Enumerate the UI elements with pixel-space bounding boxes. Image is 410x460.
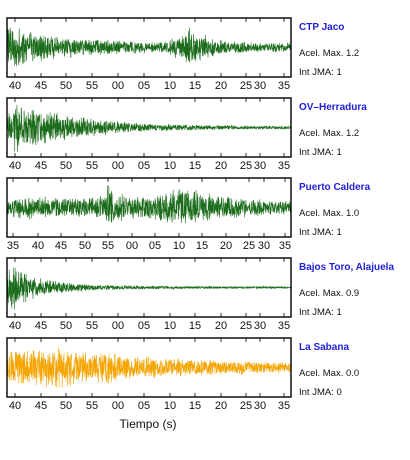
x-tick-label: 10 xyxy=(164,80,176,92)
x-tick-label: 50 xyxy=(60,80,72,92)
x-tick-label: 10 xyxy=(164,400,176,412)
x-tick-label: 35 xyxy=(279,240,291,252)
x-tick-label: 30 xyxy=(254,400,266,412)
x-tick-label: 25 xyxy=(243,240,255,252)
jma-intensity-label: Int JMA: 1 xyxy=(299,67,342,78)
x-tick-label: 40 xyxy=(9,400,21,412)
x-tick-label: 10 xyxy=(164,320,176,332)
x-tick-label: 35 xyxy=(278,80,290,92)
x-tick-label: 35 xyxy=(278,320,290,332)
x-tick-label: 25 xyxy=(240,400,252,412)
max-acceleration-label: Acel. Max. 1.2 xyxy=(299,128,360,139)
x-tick-label: 50 xyxy=(60,160,72,172)
station-name: CTP Jaco xyxy=(299,22,345,33)
panel-1: 40 45 50 55 00 05 10 15 20 25 30 35 xyxy=(6,17,292,92)
jma-intensity-label: Int JMA: 1 xyxy=(299,307,342,318)
waveform-trace xyxy=(6,27,292,66)
panel-frame xyxy=(6,257,292,318)
x-tick-label: 20 xyxy=(220,240,232,252)
x-tick-label: 55 xyxy=(86,80,98,92)
x-tick-label: 45 xyxy=(55,240,67,252)
x-tick-label: 10 xyxy=(164,160,176,172)
jma-intensity-label: Int JMA: 1 xyxy=(299,147,342,158)
x-tick-label: 40 xyxy=(9,320,21,332)
x-tick-label: 35 xyxy=(278,400,290,412)
x-tick-label: 55 xyxy=(86,160,98,172)
x-tick-label: 35 xyxy=(7,240,19,252)
x-tick-label: 55 xyxy=(86,400,98,412)
x-tick-label: 35 xyxy=(278,160,290,172)
station-name: OV–Herradura xyxy=(299,102,367,113)
x-tick-label: 00 xyxy=(112,320,124,332)
station-name: Puerto Caldera xyxy=(299,182,371,193)
max-acceleration-label: Acel. Max. 1.2 xyxy=(299,48,360,59)
x-tick-label: 50 xyxy=(60,400,72,412)
x-tick-label: 00 xyxy=(112,160,124,172)
x-tick-label: 00 xyxy=(112,400,124,412)
x-tick-label: 40 xyxy=(9,160,21,172)
x-tick-label: 20 xyxy=(215,320,227,332)
x-tick-label: 00 xyxy=(112,80,124,92)
x-tick-label: 05 xyxy=(138,80,150,92)
x-tick-label: 15 xyxy=(189,80,201,92)
x-tick-label: 05 xyxy=(138,400,150,412)
waveform-trace xyxy=(6,267,292,310)
x-tick-label: 45 xyxy=(35,160,47,172)
panel-frame xyxy=(6,97,292,158)
x-tick-label: 25 xyxy=(240,160,252,172)
x-tick-label: 05 xyxy=(138,160,150,172)
panel-3: 35 40 45 50 55 00 05 10 15 20 25 30 35 xyxy=(6,177,292,252)
x-tick-label: 30 xyxy=(254,320,266,332)
panel-frame xyxy=(6,337,292,398)
station-name: La Sabana xyxy=(299,342,350,353)
x-tick-label: 15 xyxy=(189,160,201,172)
panel-frame xyxy=(6,17,292,78)
x-tick-label: 10 xyxy=(173,240,185,252)
x-tick-label: 45 xyxy=(35,80,47,92)
panel-4: 40 45 50 55 00 05 10 15 20 25 30 35 xyxy=(6,257,292,332)
x-tick-label: 25 xyxy=(240,80,252,92)
x-tick-label: 30 xyxy=(254,80,266,92)
x-tick-label: 15 xyxy=(196,240,208,252)
x-tick-label: 45 xyxy=(35,400,47,412)
max-acceleration-label: Acel. Max. 0.0 xyxy=(299,368,360,379)
panel-frame xyxy=(6,177,292,238)
x-tick-label: 30 xyxy=(254,160,266,172)
x-tick-label: 55 xyxy=(102,240,114,252)
panel-5: 40 45 50 55 00 05 10 15 20 25 30 35 xyxy=(6,337,292,412)
x-tick-label: 25 xyxy=(240,320,252,332)
jma-intensity-label: Int JMA: 0 xyxy=(299,387,342,398)
waveform-trace xyxy=(6,104,292,152)
x-tick-label: 15 xyxy=(189,400,201,412)
x-tick-label: 55 xyxy=(86,320,98,332)
x-tick-label: 20 xyxy=(215,400,227,412)
x-tick-label: 50 xyxy=(79,240,91,252)
x-tick-label: 40 xyxy=(9,80,21,92)
waveform-trace xyxy=(6,347,292,388)
max-acceleration-label: Acel. Max. 1.0 xyxy=(299,208,360,219)
x-tick-label: 15 xyxy=(189,320,201,332)
x-tick-label: 05 xyxy=(149,240,161,252)
station-name: Bajos Toro, Alajuela xyxy=(299,262,395,273)
waveform-trace xyxy=(6,185,292,224)
x-tick-label: 05 xyxy=(138,320,150,332)
x-tick-label: 40 xyxy=(32,240,44,252)
x-tick-label: 00 xyxy=(126,240,138,252)
x-tick-label: 45 xyxy=(35,320,47,332)
panel-2: 40 45 50 55 00 05 10 15 20 25 30 35 xyxy=(6,97,292,172)
jma-intensity-label: Int JMA: 1 xyxy=(299,227,342,238)
x-tick-label: 20 xyxy=(215,80,227,92)
max-acceleration-label: Acel. Max. 0.9 xyxy=(299,288,360,299)
x-tick-label: 50 xyxy=(60,320,72,332)
x-tick-label: 30 xyxy=(258,240,270,252)
x-axis-label: Tiempo (s) xyxy=(119,417,177,431)
x-tick-label: 20 xyxy=(215,160,227,172)
